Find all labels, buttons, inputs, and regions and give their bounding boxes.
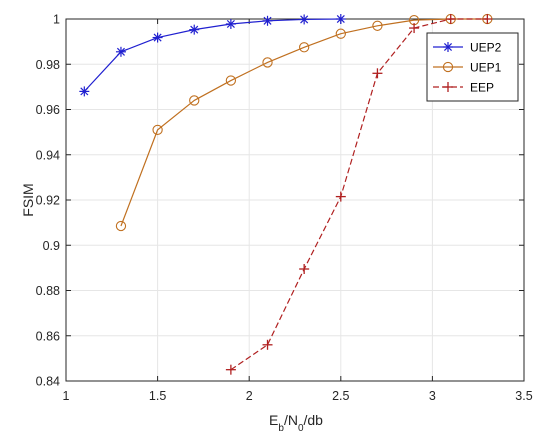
data-point-uep1: [335, 28, 346, 39]
data-point-uep2: [262, 15, 273, 26]
marker-ast-d2: [336, 14, 345, 24]
marker-ast-d2: [80, 87, 89, 96]
series-line-uep1: [120, 18, 488, 227]
marker-ast-d2: [190, 25, 199, 34]
marker-circle: [115, 220, 127, 232]
x-axis-title-sub1: b: [278, 423, 284, 434]
data-point-eep: [445, 14, 456, 24]
data-point-eep: [482, 14, 493, 24]
marker-circle: [262, 57, 273, 68]
legend-item-uep1: UEP1: [433, 61, 502, 75]
y-tick-label: 0.94: [36, 148, 60, 162]
marker-ast-d2: [300, 15, 309, 24]
data-point-uep1: [299, 42, 310, 53]
marker-ast-d2: [116, 47, 125, 56]
data-point-uep2: [115, 46, 126, 57]
legend-marker-uep2: [443, 42, 453, 52]
x-tick-label: 2: [246, 389, 253, 403]
x-tick-label: 1.5: [149, 389, 166, 403]
series-layer: [79, 13, 493, 375]
data-point-uep1: [152, 124, 163, 136]
data-point-eep: [335, 191, 346, 202]
marker-circle: [372, 20, 383, 31]
marker-circle: [189, 95, 200, 106]
y-tick-label: 1: [53, 13, 60, 27]
marker-circle: [225, 75, 237, 86]
data-point-uep2: [225, 18, 236, 29]
data-point-uep2: [299, 14, 310, 25]
data-point-uep2: [152, 32, 163, 43]
y-tick-label: 0.98: [36, 58, 60, 72]
data-point-uep1: [189, 95, 200, 106]
data-point-uep2: [79, 86, 90, 97]
legend-label-eep: EEP: [470, 81, 494, 95]
marker-circle: [442, 61, 454, 73]
legend-label-uep1: UEP1: [470, 61, 502, 75]
x-tick-label: 3: [429, 389, 436, 403]
series-uep1: [115, 13, 493, 232]
data-point-uep1: [262, 57, 273, 68]
legend: UEP2 UEP1 EEP: [426, 32, 519, 102]
x-axis-title-sub2: 0: [298, 423, 304, 434]
x-axis-title: Eb/N0/db: [269, 412, 323, 434]
series-line-uep2: [83, 18, 341, 92]
y-axis-title: FSIM: [20, 183, 36, 216]
marker-ast-d2: [263, 16, 272, 25]
y-tick-label: 0.84: [36, 375, 60, 389]
x-axis-title-main2: /N: [284, 412, 298, 428]
x-axis-title-tail: /db: [304, 412, 324, 428]
y-tick-label: 0.92: [36, 194, 60, 208]
series-line-eep: [230, 18, 488, 371]
x-tick-label: 2.5: [332, 389, 349, 403]
data-point-eep: [225, 364, 236, 375]
marker-ast-d2: [226, 19, 235, 29]
marker-ast-d2: [443, 42, 453, 52]
data-point-eep: [372, 68, 383, 79]
data-point-uep1: [372, 20, 383, 31]
legend-item-eep: EEP: [433, 81, 494, 95]
legend-marker-uep1: [442, 61, 454, 73]
marker-circle: [152, 124, 163, 136]
legend-marker-eep: [443, 82, 453, 92]
data-point-eep: [409, 23, 420, 34]
y-tick-label: 0.96: [36, 103, 60, 117]
axis-ticks: 1 1.5 2 2.5 3 3.5 0.84 0.86 0.88 0.9 0.92 0.94 0.96 0…: [36, 13, 533, 404]
data-point-eep: [262, 339, 273, 350]
y-tick-label: 0.9: [43, 239, 60, 253]
legend-label-uep2: UEP2: [470, 41, 502, 55]
marker-circle: [335, 28, 346, 39]
x-axis-title-main1: E: [269, 412, 278, 428]
series-uep2: [79, 14, 346, 97]
data-point-uep1: [115, 220, 127, 232]
y-tick-label: 0.86: [36, 329, 60, 343]
marker-ast-d2: [153, 33, 162, 42]
y-tick-label: 0.88: [36, 284, 60, 298]
data-point-eep: [299, 264, 310, 275]
data-point-uep1: [225, 75, 237, 86]
data-point-uep2: [335, 14, 346, 24]
marker-circle: [299, 42, 310, 53]
data-point-uep2: [189, 24, 200, 35]
x-tick-label: 1: [63, 389, 70, 403]
x-tick-label: 3.5: [515, 389, 532, 403]
legend-item-uep2: UEP2: [433, 41, 502, 55]
series-eep: [225, 14, 493, 375]
